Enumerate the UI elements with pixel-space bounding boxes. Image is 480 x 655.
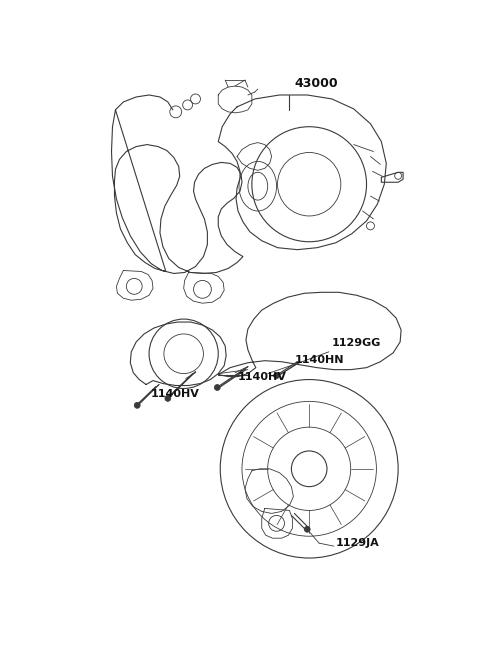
Circle shape xyxy=(274,373,279,379)
Text: 1140HN: 1140HN xyxy=(294,354,344,365)
Circle shape xyxy=(165,396,171,402)
Circle shape xyxy=(134,402,140,408)
Circle shape xyxy=(214,384,220,390)
Text: 1140HV: 1140HV xyxy=(238,371,287,382)
Text: 1129JA: 1129JA xyxy=(336,538,380,548)
Text: 1129GG: 1129GG xyxy=(332,338,381,348)
Text: 43000: 43000 xyxy=(294,77,338,90)
Text: 1140HV: 1140HV xyxy=(151,389,200,400)
Circle shape xyxy=(304,527,310,533)
